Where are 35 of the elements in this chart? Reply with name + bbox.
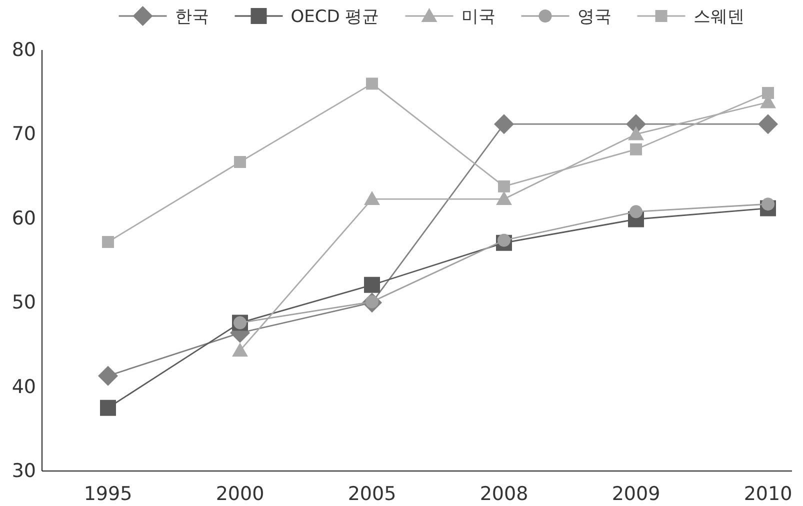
point (364, 191, 380, 206)
legend-label: 스웨덴 (693, 7, 744, 27)
point (366, 78, 378, 90)
y-tick-label: 40 (12, 376, 36, 398)
point (762, 198, 774, 211)
point (630, 143, 642, 156)
point (496, 191, 512, 206)
y-tick-label: 30 (12, 460, 36, 482)
x-tick-label: 2009 (612, 483, 660, 505)
point (100, 400, 116, 416)
legend-label: 한국 (174, 7, 209, 27)
point (364, 276, 380, 293)
legend-label: 미국 (461, 7, 496, 27)
x-tick-label: 1995 (84, 483, 132, 505)
y-tick-label: 50 (12, 292, 36, 314)
y-tick-label: 60 (12, 207, 36, 230)
point (758, 114, 778, 134)
y-tick-label: 70 (12, 123, 36, 146)
point (234, 156, 246, 168)
point (628, 126, 644, 140)
x-tick-label: 2010 (744, 483, 792, 505)
x-tick-label: 2000 (216, 483, 264, 505)
point (498, 180, 510, 192)
point (762, 86, 774, 99)
y-tick-label: 80 (12, 39, 36, 61)
legend-label: OECD 평균 (290, 7, 380, 27)
point (98, 366, 118, 386)
point (102, 236, 114, 248)
point (232, 342, 248, 357)
point (498, 234, 510, 247)
point (630, 205, 642, 218)
point (494, 114, 514, 134)
x-tick-label: 2005 (348, 483, 396, 505)
x-tick-label: 2008 (480, 483, 528, 505)
legend-label: 영국 (577, 7, 612, 27)
